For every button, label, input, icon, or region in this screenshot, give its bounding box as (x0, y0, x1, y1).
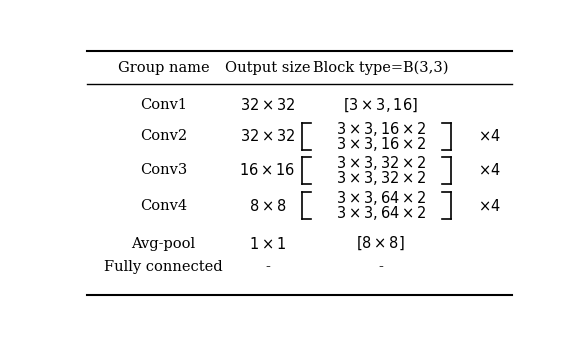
Text: $8 \times 8$: $8 \times 8$ (249, 198, 286, 214)
Text: $3 \times 3, 32 \times 2$: $3 \times 3, 32 \times 2$ (336, 154, 426, 172)
Text: Group name: Group name (118, 61, 209, 75)
Text: $16 \times 16$: $16 \times 16$ (239, 163, 296, 178)
Text: Output size: Output size (225, 61, 310, 75)
Text: Fully connected: Fully connected (104, 260, 223, 274)
Text: $32 \times 32$: $32 \times 32$ (240, 129, 296, 144)
Text: $3 \times 3, 64 \times 2$: $3 \times 3, 64 \times 2$ (336, 204, 426, 222)
Text: $3 \times 3, 32 \times 2$: $3 \times 3, 32 \times 2$ (336, 169, 426, 187)
Text: $[8 \times 8]$: $[8 \times 8]$ (356, 235, 405, 252)
Text: Conv2: Conv2 (140, 129, 187, 143)
Text: Avg-pool: Avg-pool (131, 237, 196, 251)
Text: -: - (265, 260, 270, 274)
Text: $3 \times 3, 16 \times 2$: $3 \times 3, 16 \times 2$ (336, 120, 426, 138)
Text: Conv1: Conv1 (140, 98, 187, 112)
Text: $\times 4$: $\times 4$ (478, 129, 500, 144)
Text: -: - (378, 260, 383, 274)
Text: $32 \times 32$: $32 \times 32$ (240, 97, 296, 113)
Text: Block type=B(3,3): Block type=B(3,3) (313, 61, 449, 75)
Text: Conv4: Conv4 (140, 199, 187, 213)
Text: Conv3: Conv3 (140, 164, 187, 177)
Text: $[3 \times 3, 16]$: $[3 \times 3, 16]$ (343, 96, 418, 114)
Text: $1 \times 1$: $1 \times 1$ (249, 236, 286, 252)
Text: $3 \times 3, 64 \times 2$: $3 \times 3, 64 \times 2$ (336, 189, 426, 207)
Text: $\times 4$: $\times 4$ (478, 163, 500, 178)
Text: $\times 4$: $\times 4$ (478, 198, 500, 214)
Text: $3 \times 3, 16 \times 2$: $3 \times 3, 16 \times 2$ (336, 135, 426, 153)
